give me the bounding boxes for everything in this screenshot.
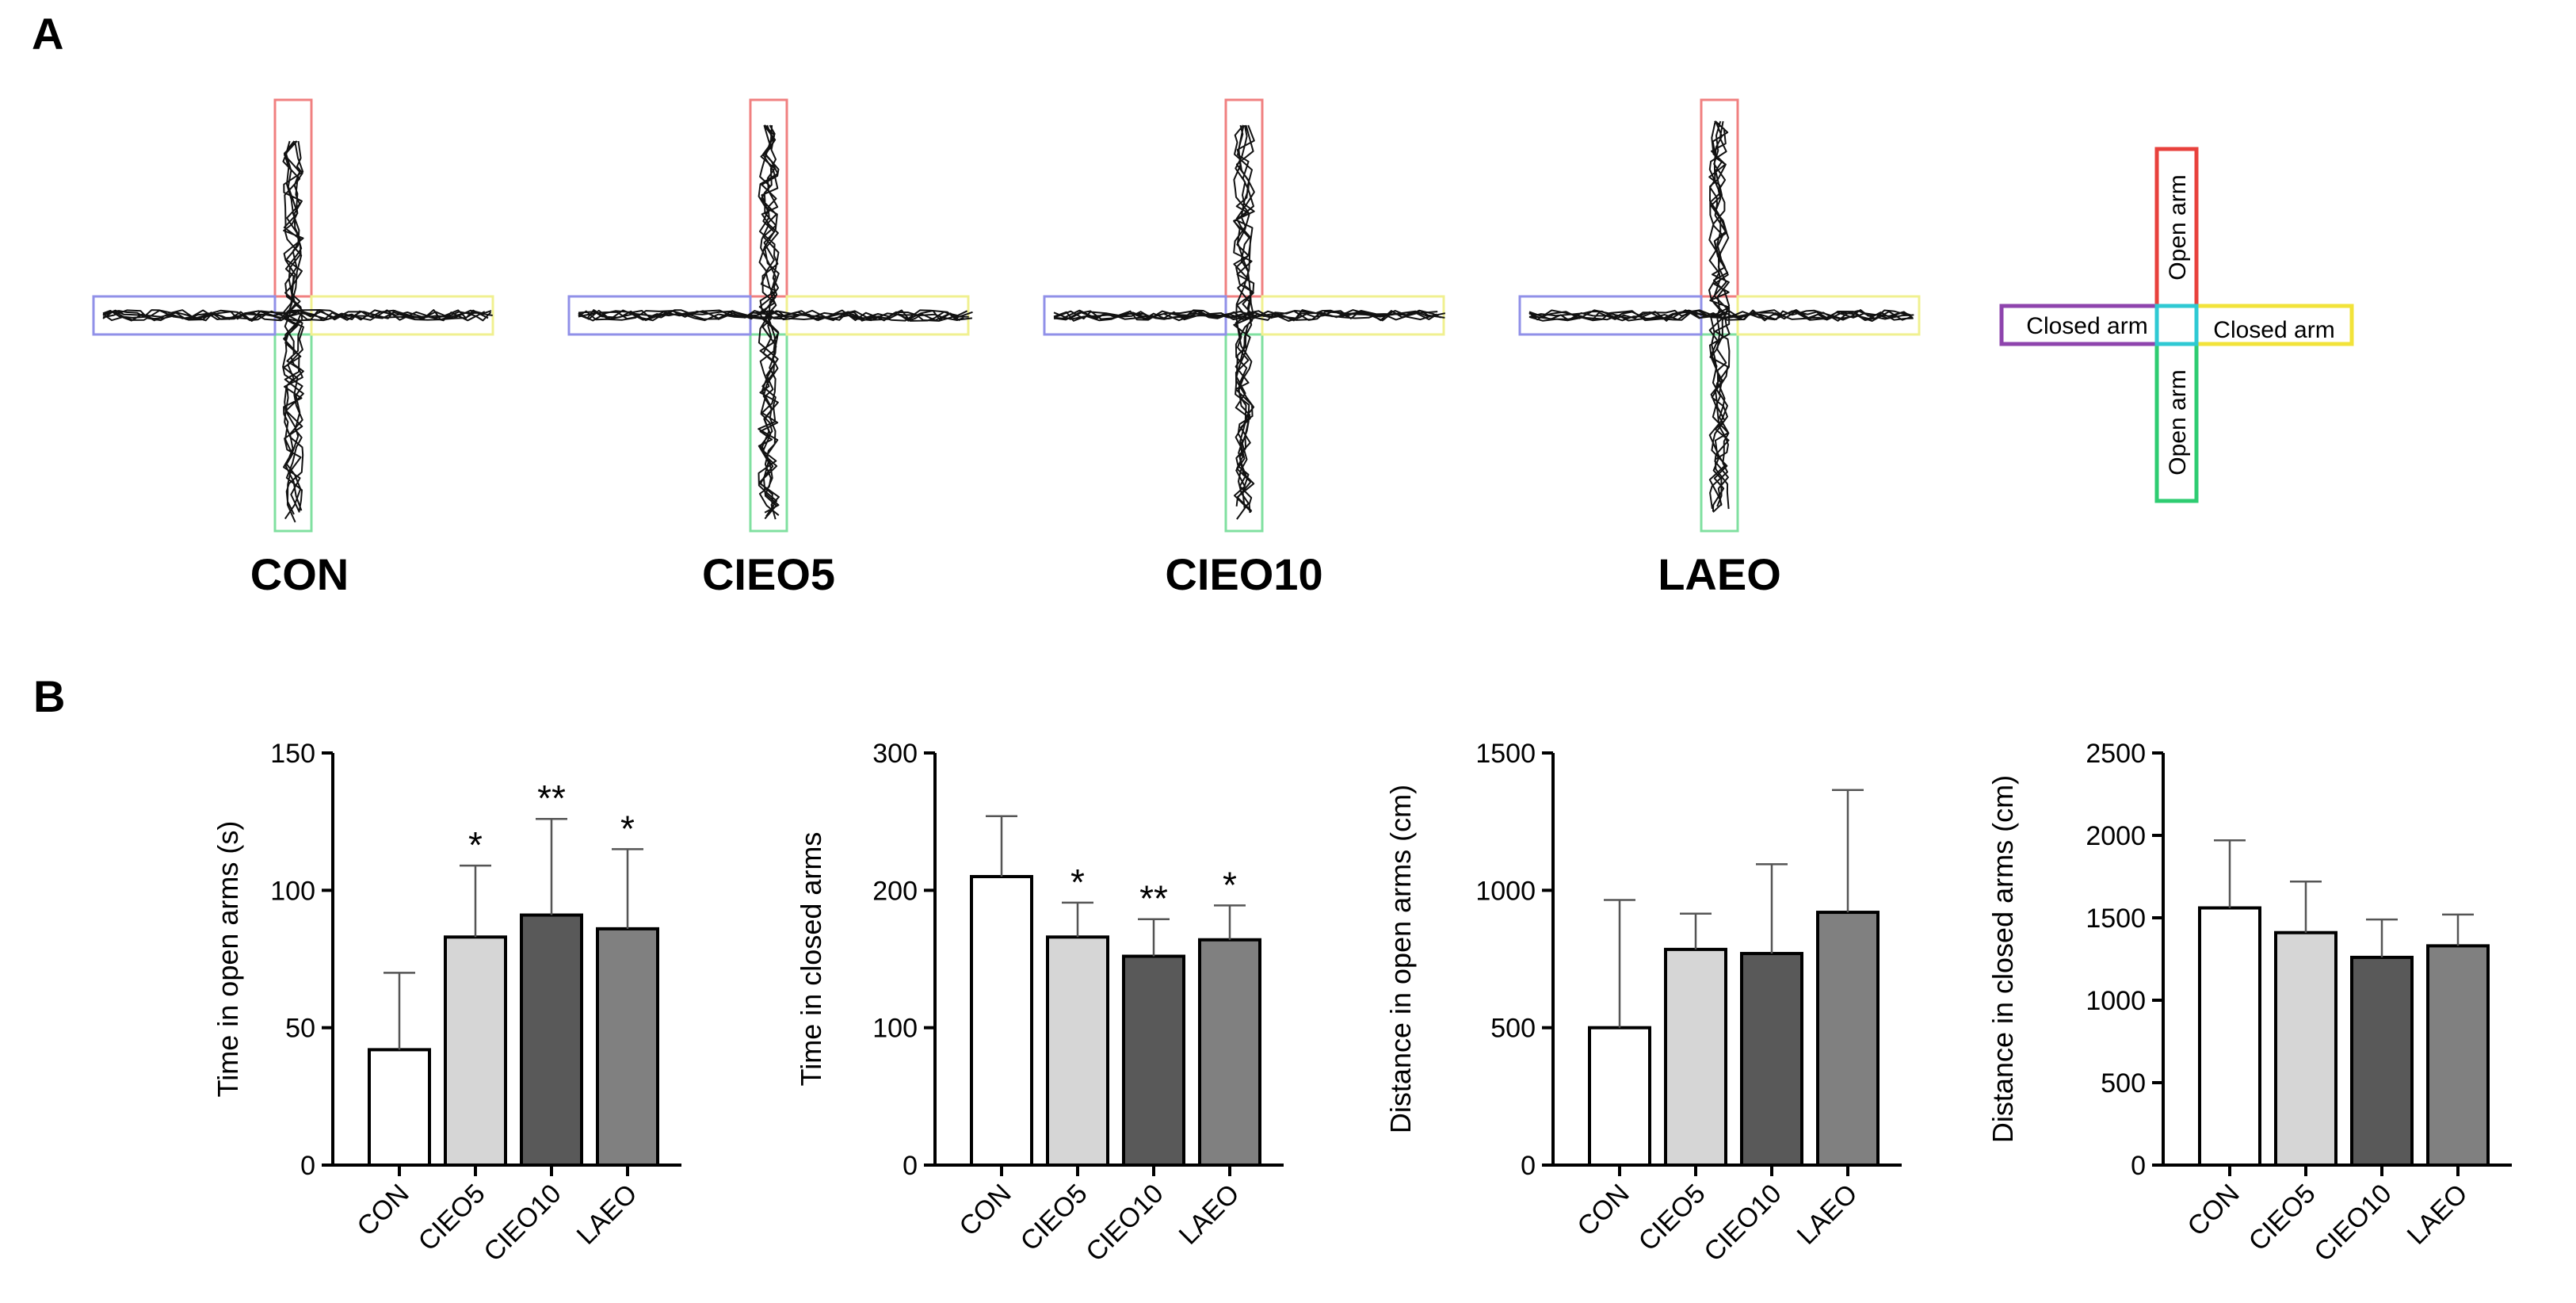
movement-track: [102, 140, 493, 523]
bar-cieo5: [2274, 930, 2337, 1167]
y-tick-label: 0: [2131, 1151, 2146, 1181]
y-tick-label: 100: [872, 1014, 918, 1044]
condition-label-cieo5: CIEO5: [702, 549, 835, 599]
y-tick-label: 1000: [1475, 876, 1536, 906]
maze-tracks: [92, 98, 1921, 533]
significance-marker: *: [1070, 862, 1085, 903]
bar-laeo: [2426, 944, 2490, 1167]
y-tick-label: 0: [903, 1151, 918, 1181]
chart-4: 0 500 1000 1500 2000 2500 Distance in closed a…: [1986, 739, 2512, 1267]
y-axis-label: Time in closed arms: [795, 832, 827, 1087]
open-arm-top: [1224, 98, 1264, 298]
maze-laeo: [1518, 98, 1921, 533]
y-tick-label: 1500: [2086, 904, 2146, 934]
x-tick-label: LAEO: [1174, 1179, 1246, 1251]
bar-cieo10: [520, 913, 583, 1167]
bar-cieo10: [1122, 954, 1185, 1167]
bar-con: [2198, 906, 2261, 1167]
y-tick-label: 150: [270, 739, 315, 769]
arm-legend: Open arm Closed arm Open arm Closed arm: [1999, 147, 2354, 503]
x-tick-label: LAEO: [571, 1179, 643, 1251]
y-tick-label: 200: [872, 876, 918, 906]
panel-letter-a: A: [32, 9, 63, 59]
significance-marker: *: [620, 808, 635, 849]
x-tick-label: CIEO10: [478, 1179, 567, 1267]
bar-laeo: [1198, 938, 1261, 1167]
y-tick-label: 50: [285, 1014, 315, 1044]
bar-con: [368, 1048, 431, 1167]
y-tick-label: 500: [1490, 1014, 1536, 1044]
legend-center-zone: [2154, 304, 2199, 346]
x-tick-label: CIEO10: [1080, 1179, 1169, 1267]
bar-cieo10: [2350, 955, 2414, 1167]
y-tick-label: 0: [1521, 1151, 1536, 1181]
open-arm-bottom: [273, 333, 313, 533]
maze-cieo10: [1043, 98, 1446, 533]
condition-label-con: CON: [250, 549, 349, 599]
y-axis-label: Distance in closed arms (cm): [1986, 775, 2019, 1143]
bar-cieo10: [1740, 952, 1803, 1167]
y-tick-label: 100: [270, 876, 315, 906]
x-tick-label: LAEO: [1792, 1179, 1864, 1251]
bar-cieo5: [444, 935, 507, 1167]
maze-cieo5: [567, 98, 973, 533]
x-tick-label: CON: [1571, 1179, 1635, 1242]
significance-marker: *: [468, 824, 483, 865]
significance-marker: *: [1223, 864, 1237, 905]
movement-track: [1528, 120, 1914, 513]
open-arm-bottom: [1224, 333, 1264, 533]
movement-track: [578, 124, 973, 520]
y-tick-label: 500: [2101, 1068, 2146, 1099]
x-tick-label: CON: [351, 1179, 414, 1242]
x-tick-label: CON: [953, 1179, 1017, 1242]
y-axis-label: Time in open arms (s): [212, 821, 244, 1098]
legend-label-open-arm-bottom: Open arm: [2165, 369, 2191, 475]
bar-cieo5: [1664, 947, 1727, 1167]
bar-cieo5: [1046, 935, 1109, 1167]
x-tick-label: CIEO10: [1698, 1179, 1787, 1267]
maze-con: [92, 98, 494, 533]
x-tick-label: CON: [2181, 1179, 2245, 1242]
condition-label-cieo10: CIEO10: [1165, 549, 1322, 599]
condition-label-laeo: LAEO: [1658, 549, 1781, 599]
movement-track: [1053, 124, 1446, 520]
y-tick-label: 0: [300, 1151, 315, 1181]
bar-laeo: [1816, 911, 1880, 1167]
legend-label-open-arm-top: Open arm: [2165, 174, 2191, 280]
y-tick-label: 1000: [2086, 986, 2146, 1016]
significance-marker: **: [1139, 878, 1168, 919]
significance-marker: **: [537, 778, 566, 819]
y-tick-label: 1500: [1475, 739, 1536, 769]
bar-con: [970, 875, 1033, 1167]
legend-label-closed-arm-right: Closed arm: [2213, 317, 2334, 343]
y-tick-label: 2000: [2086, 821, 2146, 851]
bar-con: [1588, 1026, 1651, 1167]
y-tick-label: 300: [872, 739, 918, 769]
y-tick-label: 2500: [2086, 739, 2146, 769]
x-tick-label: LAEO: [2402, 1179, 2474, 1251]
panel-letter-b: B: [33, 671, 65, 721]
closed-arm-right: [1261, 295, 1445, 336]
bar-laeo: [596, 927, 659, 1167]
y-axis-label: Distance in open arms (cm): [1384, 785, 1417, 1133]
chart-3: 0 500 1000 1500 Distance in open arms (cm) CO…: [1384, 739, 1902, 1267]
x-tick-label: CIEO10: [2308, 1179, 2397, 1267]
legend-label-closed-arm-left: Closed arm: [2026, 313, 2147, 339]
